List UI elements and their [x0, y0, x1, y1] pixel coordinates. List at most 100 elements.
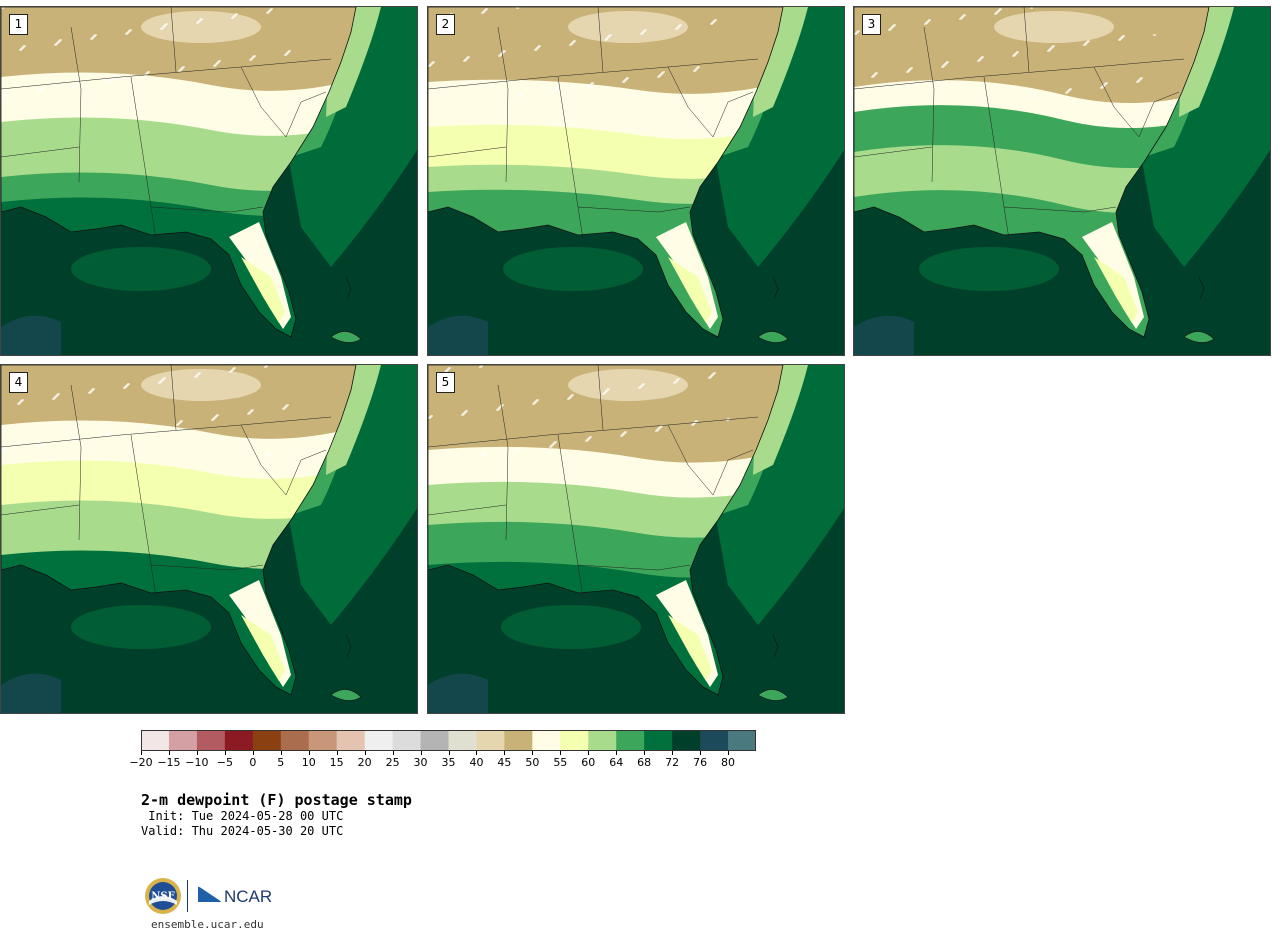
colorbar-tick: [420, 751, 422, 755]
colorbar-tick-label: 72: [665, 756, 680, 769]
island: [330, 689, 362, 701]
dewpoint-map: [854, 7, 1270, 355]
colorbar-tick-label: 15: [329, 756, 344, 769]
colorbar-swatch: [476, 730, 505, 751]
colorbar-tick: [644, 751, 646, 755]
colorbar-tick-label: 5: [277, 756, 285, 769]
colorbar-tick-label: 10: [301, 756, 316, 769]
colorbar-swatch: [728, 730, 756, 751]
dewpoint-map: [428, 7, 844, 355]
state-boundaries: [428, 7, 759, 240]
coastline: [854, 7, 1210, 338]
colorbar-swatch: [560, 730, 589, 751]
colorbar-tick: [588, 751, 590, 755]
panel-number-label: 2: [436, 14, 455, 35]
colorbar-swatch: [308, 730, 338, 751]
colorbar-swatch: [504, 730, 533, 751]
colorbar-tick: [364, 751, 366, 755]
colorbar-tick: [224, 751, 226, 755]
map-panel-4: 4: [0, 364, 418, 714]
island: [757, 331, 789, 343]
colorbar-tick: [700, 751, 702, 755]
colorbar-tick-label: 0: [249, 756, 257, 769]
colorbar-tick-label: 45: [497, 756, 512, 769]
island: [757, 689, 789, 701]
colorbar-swatch: [700, 730, 729, 751]
map-panel-3: 3: [853, 6, 1271, 356]
colorbar-tick-label: −15: [157, 756, 181, 769]
coastline: [1, 365, 357, 696]
colorbar-tick-label: 50: [525, 756, 540, 769]
colorbar-tick-label: 68: [637, 756, 652, 769]
colorbar-tick-label: 25: [385, 756, 400, 769]
svg-text:NCAR: NCAR: [224, 887, 272, 906]
panel-number-label: 4: [9, 372, 28, 393]
map-panel-2: 2: [427, 6, 845, 356]
colorbar-tick-label: 60: [581, 756, 596, 769]
colorbar-tick: [560, 751, 562, 755]
colorbar-tick: [616, 751, 618, 755]
dewpoint-map: [1, 365, 417, 713]
island: [330, 331, 362, 343]
colorbar-tick: [728, 751, 730, 755]
colorbar-tick: [532, 751, 534, 755]
colorbar-swatch: [224, 730, 254, 751]
map-panel-5: 5: [427, 364, 845, 714]
colorbar-swatch: [141, 730, 170, 751]
state-boundaries: [1, 365, 332, 598]
colorbar-swatch: [252, 730, 282, 751]
state-boundaries: [1, 7, 332, 240]
coastline: [428, 365, 784, 696]
svg-text:NSF: NSF: [151, 891, 174, 902]
site-url: ensemble.ucar.edu: [151, 918, 264, 931]
colorbar: [141, 730, 756, 751]
colorbar-swatch: [616, 730, 645, 751]
coastline: [1, 7, 357, 338]
colorbar-tick-label: 20: [357, 756, 372, 769]
colorbar-tick-label: −5: [216, 756, 233, 769]
colorbar-tick-label: 64: [609, 756, 624, 769]
colorbar-tick: [504, 751, 506, 755]
colorbar-swatch: [420, 730, 449, 751]
logo-divider: [187, 880, 188, 912]
dewpoint-map: [1, 7, 417, 355]
colorbar-tick-label: 30: [413, 756, 428, 769]
colorbar-tick: [141, 751, 142, 755]
colorbar-swatch: [532, 730, 561, 751]
chart-title: 2-m dewpoint (F) postage stamp: [141, 791, 412, 809]
nsf-logo-icon: NSF: [145, 878, 181, 914]
colorbar-swatch: [672, 730, 701, 751]
colorbar-tick-label: 76: [693, 756, 708, 769]
colorbar-tick-label: 80: [721, 756, 736, 769]
colorbar-swatch: [280, 730, 310, 751]
colorbar-swatch: [644, 730, 673, 751]
colorbar-tick-label: 35: [441, 756, 456, 769]
init-time: Init: Tue 2024-05-28 00 UTC: [141, 809, 344, 823]
colorbar-swatch: [588, 730, 617, 751]
coastline: [428, 7, 784, 338]
colorbar-swatch: [336, 730, 366, 751]
colorbar-tick: [168, 751, 170, 755]
colorbar-tick: [280, 751, 282, 755]
dewpoint-map: [428, 365, 844, 713]
map-panel-1: 1: [0, 6, 418, 356]
island: [1183, 331, 1215, 343]
panel-number-label: 5: [436, 372, 455, 393]
colorbar-swatch: [392, 730, 422, 751]
colorbar-tick: [392, 751, 394, 755]
panel-number-label: 3: [862, 14, 881, 35]
colorbar-tick: [476, 751, 478, 755]
colorbar-tick-label: 40: [469, 756, 484, 769]
valid-time: Valid: Thu 2024-05-30 20 UTC: [141, 824, 344, 838]
colorbar-tick: [196, 751, 198, 755]
colorbar-tick: [448, 751, 450, 755]
ncar-logo-icon: NCAR: [197, 885, 272, 906]
panel-number-label: 1: [9, 14, 28, 35]
colorbar-swatch: [168, 730, 198, 751]
colorbar-swatch: [364, 730, 394, 751]
colorbar-tick: [336, 751, 338, 755]
colorbar-tick-label: −20: [129, 756, 153, 769]
colorbar-swatch: [196, 730, 226, 751]
state-boundaries: [428, 365, 759, 598]
colorbar-tick: [308, 751, 310, 755]
